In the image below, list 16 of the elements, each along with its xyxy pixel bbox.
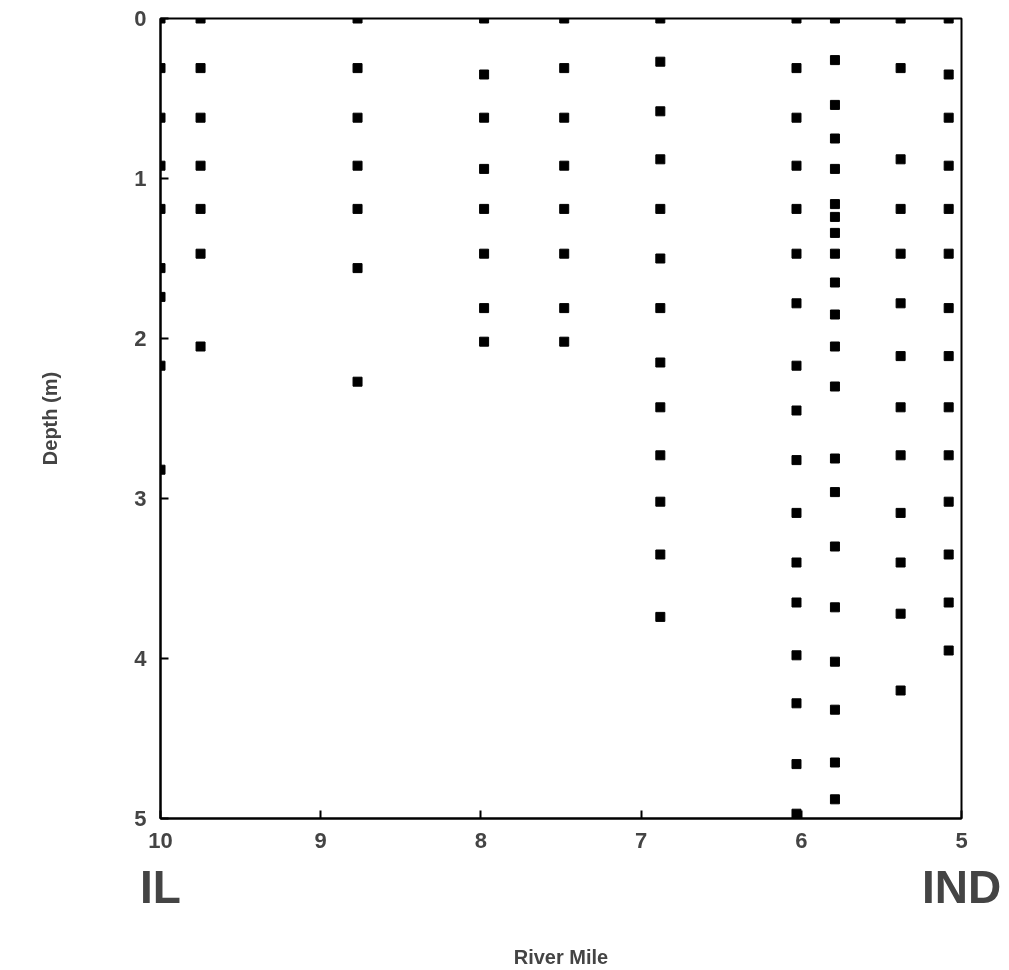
x-axis-title: River Mile — [513, 945, 609, 968]
text: IL — [140, 860, 181, 913]
y-axis-title: Depth (m) — [39, 371, 62, 466]
x-tick-label: 6 — [795, 827, 808, 853]
x-tick-label: 5 — [955, 827, 968, 853]
y-tick-label: 4 — [134, 646, 148, 671]
y-tick-label: 2 — [134, 326, 147, 351]
y-tick-label: 3 — [134, 486, 147, 511]
x-tick-label: 10 — [148, 827, 173, 853]
text: IND — [921, 860, 1002, 913]
y-tick-label: 0 — [134, 6, 147, 31]
y-tick-label: 1 — [134, 166, 147, 191]
y-tick-label: 5 — [134, 806, 147, 831]
x-tick-label: 9 — [314, 827, 327, 853]
x-tick-label: 7 — [634, 827, 648, 853]
x-tick-label: 8 — [474, 827, 488, 853]
